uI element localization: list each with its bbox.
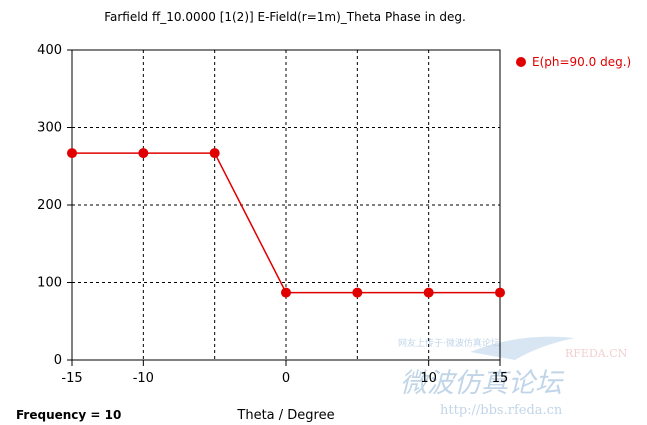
- watermark: 网友上传于·微波仿真论坛 RFEDA.CN 微波仿真论坛 http://bbs.…: [398, 336, 628, 418]
- series-line: [72, 152, 500, 294]
- watermark-wing-icon: [470, 336, 575, 360]
- y-axis-ticks: 0 100 200 300 400: [37, 43, 72, 368]
- legend-marker-icon: [516, 57, 526, 67]
- chart-title: Farfield ff_10.0000 [1(2)] E-Field(r=1m)…: [104, 10, 466, 24]
- watermark-small-text: 网友上传于·微波仿真论坛: [398, 337, 500, 349]
- watermark-chinese-text: 微波仿真论坛: [400, 368, 565, 399]
- legend: E(ph=90.0 deg.): [516, 55, 631, 69]
- watermark-logo: RFEDA.CN: [565, 347, 628, 360]
- plot-frame: [71, 49, 501, 361]
- data-point: [281, 287, 291, 298]
- x-axis-ticks: -15 -10 0 10 15: [61, 360, 508, 386]
- x-tick-label: -15: [61, 371, 82, 386]
- frequency-label: Frequency = 10: [16, 408, 121, 422]
- legend-label: E(ph=90.0 deg.): [532, 55, 631, 69]
- data-point: [209, 148, 220, 159]
- y-tick-label: 200: [37, 198, 62, 213]
- x-tick-label: -10: [133, 371, 154, 386]
- y-tick-label: 0: [54, 353, 62, 368]
- data-point: [352, 287, 363, 298]
- x-tick-label: 15: [492, 371, 509, 386]
- y-tick-label: 300: [37, 121, 62, 136]
- x-tick-label: 10: [420, 371, 437, 386]
- series-e-field: [67, 148, 505, 298]
- data-point: [138, 148, 149, 159]
- watermark-url: http://bbs.rfeda.cn: [440, 403, 563, 418]
- data-point: [423, 287, 434, 298]
- x-axis-label: Theta / Degree: [236, 408, 334, 423]
- grid-lines: [72, 50, 500, 360]
- x-tick-label: 0: [282, 371, 290, 386]
- data-point: [67, 148, 77, 159]
- y-tick-label: 100: [37, 276, 62, 291]
- y-tick-label: 400: [37, 43, 62, 58]
- data-point: [495, 287, 505, 298]
